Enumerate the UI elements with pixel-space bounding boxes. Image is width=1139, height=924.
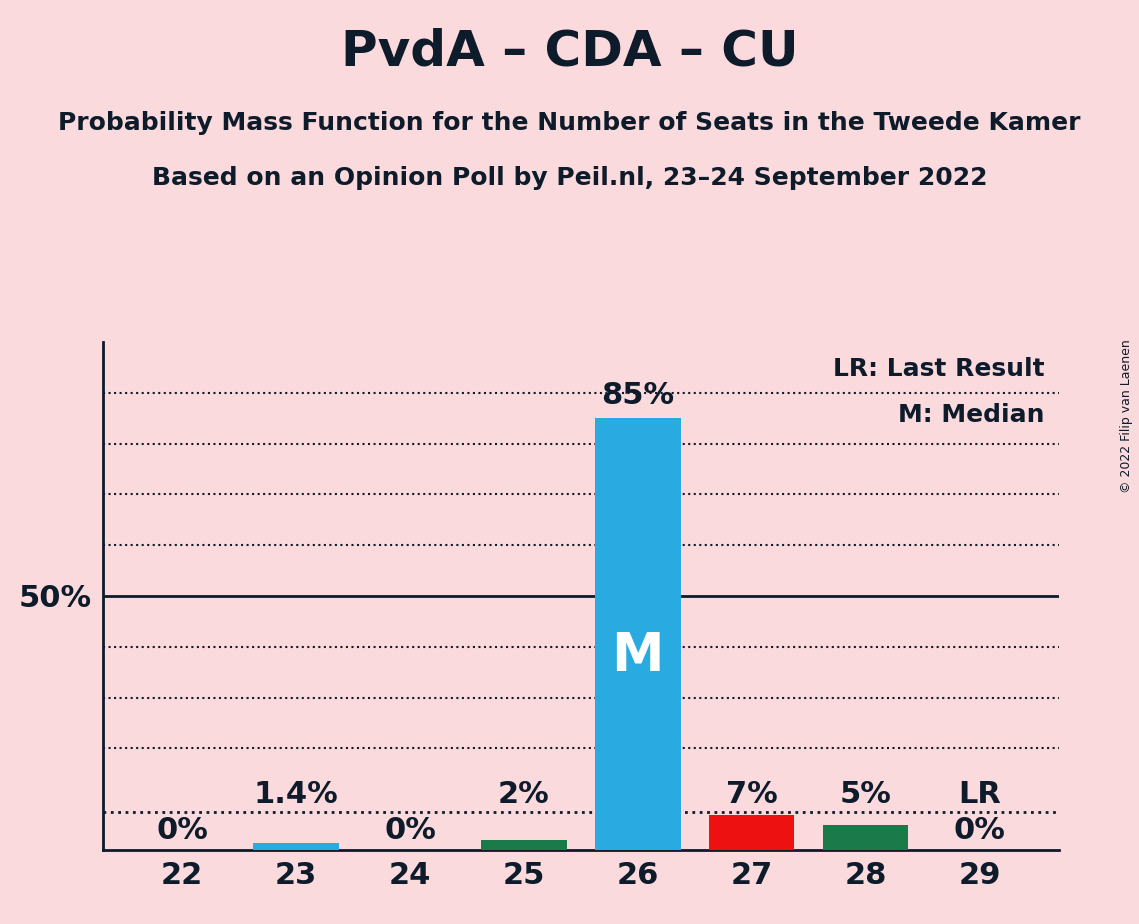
Text: 0%: 0% — [953, 816, 1006, 845]
Text: Based on an Opinion Poll by Peil.nl, 23–24 September 2022: Based on an Opinion Poll by Peil.nl, 23–… — [151, 166, 988, 190]
Text: 5%: 5% — [839, 781, 892, 809]
Text: 1.4%: 1.4% — [254, 781, 338, 809]
Text: 7%: 7% — [726, 781, 778, 809]
Text: PvdA – CDA – CU: PvdA – CDA – CU — [341, 28, 798, 76]
Text: 2%: 2% — [498, 781, 550, 809]
Bar — [481, 840, 566, 850]
Text: M: M — [612, 629, 664, 682]
Text: Probability Mass Function for the Number of Seats in the Tweede Kamer: Probability Mass Function for the Number… — [58, 111, 1081, 135]
Text: 0%: 0% — [384, 816, 436, 845]
Text: © 2022 Filip van Laenen: © 2022 Filip van Laenen — [1121, 339, 1133, 492]
Bar — [596, 418, 681, 850]
Bar — [254, 843, 339, 850]
Text: 85%: 85% — [601, 382, 674, 410]
Text: LR: Last Result: LR: Last Result — [834, 358, 1044, 381]
Text: LR: LR — [958, 781, 1001, 809]
Bar — [823, 824, 909, 850]
Bar — [710, 815, 795, 850]
Text: 0%: 0% — [156, 816, 208, 845]
Text: M: Median: M: Median — [899, 403, 1044, 427]
